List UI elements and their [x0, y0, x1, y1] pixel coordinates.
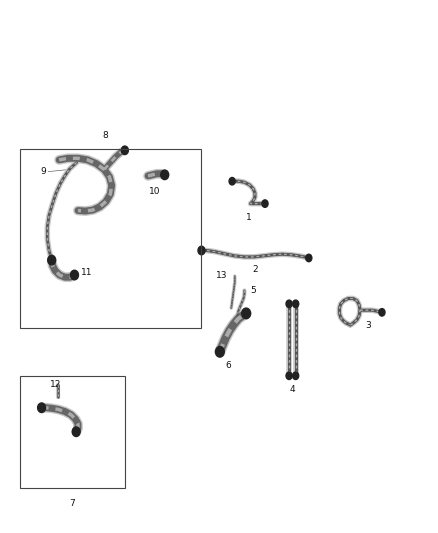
Text: 11: 11	[81, 269, 92, 277]
Text: 13: 13	[216, 271, 228, 279]
Circle shape	[38, 403, 46, 413]
Circle shape	[215, 346, 224, 357]
Circle shape	[262, 200, 268, 207]
Circle shape	[306, 254, 312, 262]
Circle shape	[379, 309, 385, 316]
Text: 10: 10	[149, 187, 160, 196]
Text: 5: 5	[251, 286, 256, 295]
Circle shape	[286, 372, 292, 379]
Circle shape	[72, 427, 80, 437]
Circle shape	[198, 246, 205, 255]
Circle shape	[293, 300, 299, 308]
Text: 9: 9	[40, 167, 46, 176]
Circle shape	[71, 270, 78, 280]
Circle shape	[293, 372, 299, 379]
Circle shape	[242, 308, 251, 319]
Bar	[20, 376, 125, 488]
Circle shape	[161, 170, 169, 180]
Circle shape	[229, 177, 235, 185]
Text: 8: 8	[102, 131, 108, 140]
Text: 4: 4	[290, 385, 295, 394]
Text: 12: 12	[50, 381, 62, 389]
Text: 7: 7	[69, 499, 75, 508]
Text: 3: 3	[365, 321, 371, 330]
Circle shape	[286, 300, 292, 308]
Circle shape	[48, 255, 56, 265]
Text: 6: 6	[225, 361, 231, 370]
Circle shape	[121, 146, 128, 155]
Text: 1: 1	[246, 213, 252, 222]
Text: 2: 2	[252, 265, 258, 274]
Bar	[20, 149, 201, 328]
